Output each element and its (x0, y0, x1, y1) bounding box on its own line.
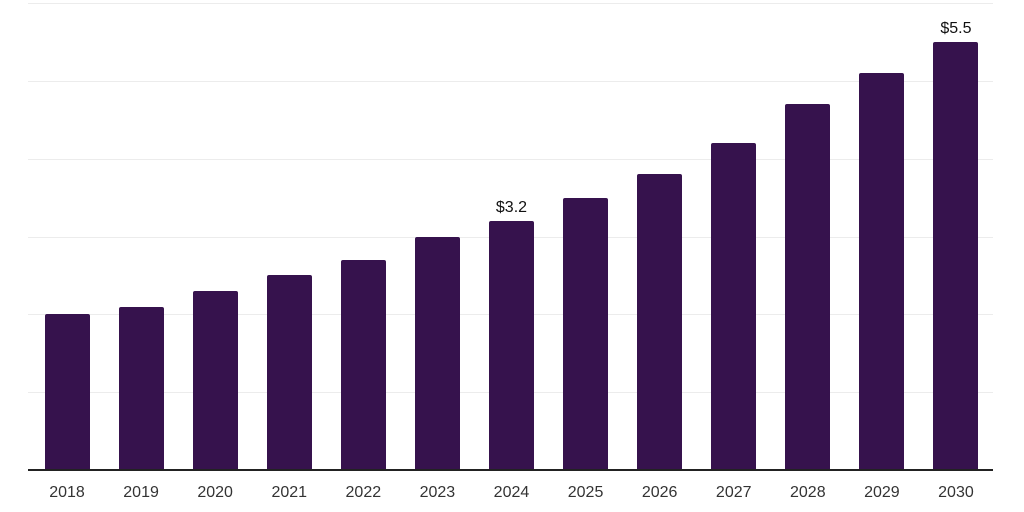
x-tick-2030: 2030 (938, 484, 974, 501)
bar-2026 (637, 174, 683, 470)
bar-2024 (488, 220, 534, 470)
bar-2027 (711, 143, 757, 470)
x-tick-2020: 2020 (197, 484, 233, 501)
x-tick-2023: 2023 (419, 484, 456, 501)
x-tick-2026: 2026 (641, 484, 678, 501)
bar-2019 (118, 306, 164, 470)
gridline-6 (28, 3, 993, 4)
data-label-2030: $5.5 (940, 19, 972, 37)
x-tick-2027: 2027 (715, 484, 752, 501)
x-axis-line (28, 469, 993, 471)
gridline-5 (28, 80, 993, 82)
bar-2030 (933, 41, 979, 470)
plot-area: $3.2 $5.5 (28, 3, 993, 471)
bar-2025 (563, 197, 609, 470)
bar-2023 (414, 236, 460, 470)
x-tick-2024: 2024 (493, 484, 530, 501)
x-tick-2022: 2022 (345, 484, 382, 501)
data-label-2024: $3.2 (495, 198, 528, 216)
x-tick-2028: 2028 (790, 484, 826, 501)
x-tick-2025: 2025 (567, 484, 604, 501)
bar-2022 (340, 259, 386, 470)
gridline-4 (28, 158, 993, 160)
x-tick-2019: 2019 (123, 484, 159, 501)
x-axis-labels: 2018 2019 2020 2021 2022 2023 2024 2025 2026 2027… (28, 485, 993, 505)
bar-2028 (785, 104, 831, 470)
x-tick-2018: 2018 (49, 484, 85, 501)
bar-2021 (266, 275, 312, 470)
bar-2020 (192, 290, 238, 470)
bar-2029 (859, 73, 905, 470)
x-tick-2021: 2021 (271, 484, 308, 501)
bar-2018 (44, 314, 90, 470)
x-tick-2029: 2029 (864, 484, 900, 501)
